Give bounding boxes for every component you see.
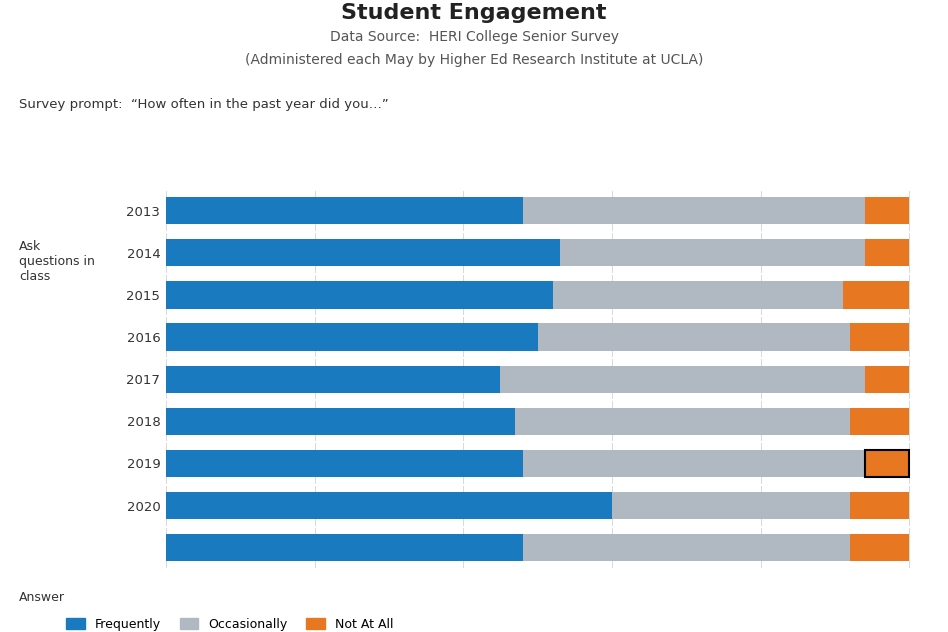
Bar bbox=[166, 408, 516, 435]
Bar bbox=[538, 324, 850, 351]
Bar bbox=[612, 492, 850, 520]
Bar bbox=[166, 365, 501, 393]
Bar bbox=[166, 239, 560, 267]
Bar bbox=[166, 324, 538, 351]
Bar bbox=[501, 365, 865, 393]
Bar bbox=[522, 534, 850, 561]
Bar bbox=[850, 408, 909, 435]
Bar bbox=[166, 450, 522, 477]
Bar bbox=[516, 408, 850, 435]
Bar bbox=[865, 365, 909, 393]
Text: Survey prompt:  “How often in the past year did you…”: Survey prompt: “How often in the past ye… bbox=[19, 98, 389, 111]
Bar bbox=[522, 197, 865, 224]
Bar bbox=[522, 450, 865, 477]
Bar bbox=[553, 281, 843, 308]
Bar bbox=[865, 239, 909, 267]
Bar bbox=[850, 534, 909, 561]
Bar bbox=[850, 492, 909, 520]
Text: (Administered each May by Higher Ed Research Institute at UCLA): (Administered each May by Higher Ed Rese… bbox=[245, 53, 703, 67]
Text: Student Engagement: Student Engagement bbox=[341, 3, 607, 23]
Bar bbox=[865, 450, 909, 477]
Bar bbox=[843, 281, 909, 308]
Bar bbox=[865, 450, 909, 477]
Bar bbox=[166, 492, 612, 520]
Legend: Frequently, Occasionally, Not At All: Frequently, Occasionally, Not At All bbox=[66, 618, 393, 631]
Bar bbox=[560, 239, 865, 267]
Text: Data Source:  HERI College Senior Survey: Data Source: HERI College Senior Survey bbox=[330, 30, 618, 44]
Text: Ask
questions in
class: Ask questions in class bbox=[19, 240, 95, 283]
Bar bbox=[166, 281, 553, 308]
Text: Answer: Answer bbox=[19, 591, 65, 604]
Bar bbox=[850, 324, 909, 351]
Bar bbox=[166, 197, 522, 224]
Bar bbox=[166, 534, 522, 561]
Bar bbox=[865, 197, 909, 224]
